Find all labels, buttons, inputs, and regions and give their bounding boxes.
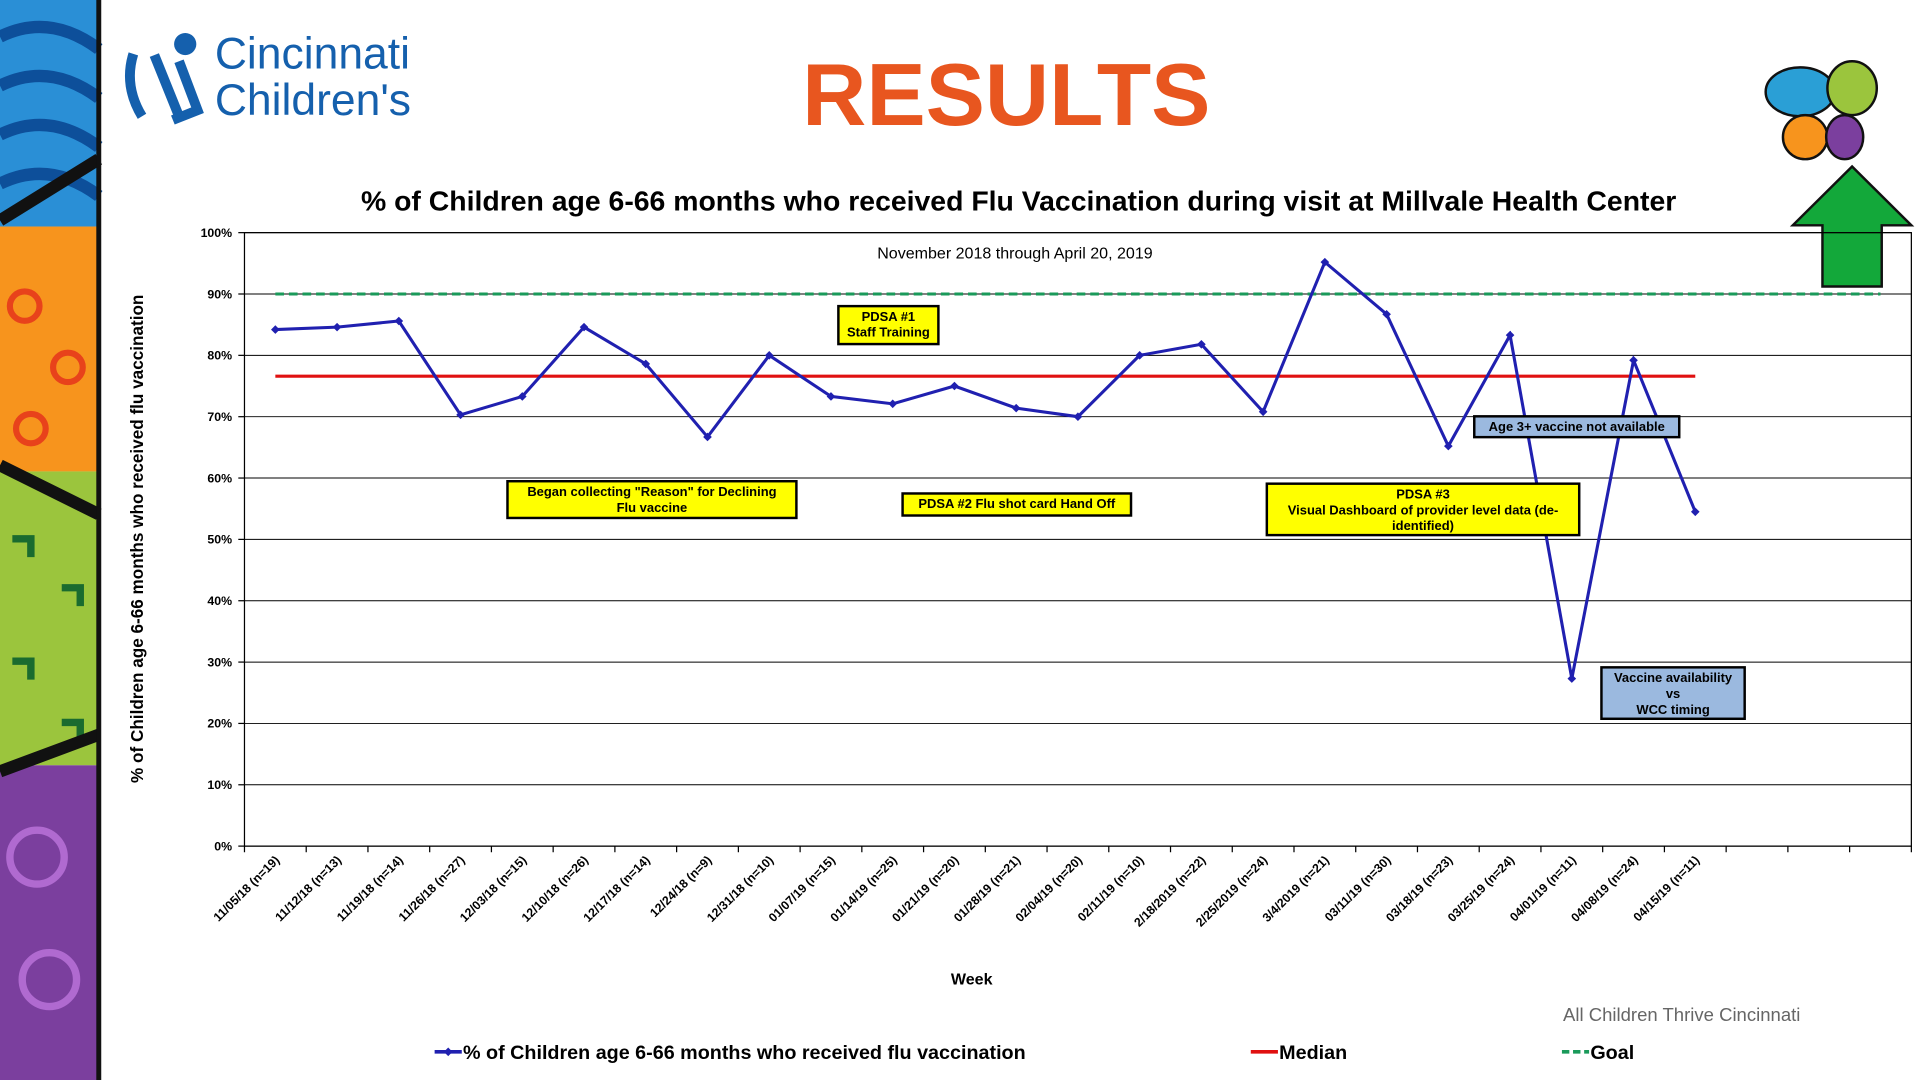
heading: RESULTS — [802, 45, 1210, 144]
data-point — [1505, 330, 1515, 340]
y-tick-label: 30% — [207, 655, 232, 669]
y-axis-label: % of Children age 6-66 months who receiv… — [127, 295, 147, 783]
annotation-text: vs — [1666, 686, 1680, 701]
annotation-text: identified) — [1392, 518, 1454, 533]
y-tick-label: 20% — [207, 717, 232, 731]
annotation-box — [1265, 482, 1581, 537]
logo-text: Cincinnati — [215, 30, 410, 79]
data-point — [764, 351, 774, 360]
annotation-text: Began collecting "Reason" for Declining — [527, 484, 776, 499]
footer: All Children Thrive Cincinnati — [1563, 1004, 1800, 1025]
annotation-box — [1473, 415, 1681, 439]
y-tick-label: 10% — [207, 778, 232, 792]
data-point — [1444, 441, 1453, 451]
plot-frame — [243, 232, 1912, 847]
chart-title: % of Children age 6-66 months who receiv… — [361, 185, 1676, 217]
data-point — [1258, 407, 1268, 417]
data-point — [1011, 403, 1021, 413]
up-arrow — [1789, 164, 1915, 288]
y-tick-label: 40% — [207, 594, 232, 608]
annotation-text: Flu vaccine — [617, 500, 688, 515]
logo-text: Children's — [215, 76, 411, 125]
annotation-text: WCC timing — [1636, 702, 1710, 717]
annotation-text: PDSA #2 Flu shot card Hand Off — [918, 496, 1116, 511]
y-tick-label: 60% — [207, 471, 232, 485]
data-point — [641, 359, 651, 369]
annotation-text: Vaccine availability — [1614, 670, 1733, 685]
y-tick-label: 100% — [201, 226, 233, 240]
annotation-box — [901, 492, 1133, 517]
legend-label: Goal — [1590, 1042, 1634, 1064]
y-tick-label: 50% — [207, 533, 232, 547]
annotation-text: PDSA #3 — [1396, 486, 1450, 501]
logo-icon — [124, 33, 204, 125]
data-point — [826, 392, 836, 401]
data-point — [1073, 412, 1083, 421]
x-axis-label: Week — [951, 972, 993, 989]
data-point — [332, 322, 342, 332]
annotation-text: PDSA #1 — [862, 309, 916, 324]
data-point — [456, 410, 465, 420]
side-decoration — [0, 0, 103, 1080]
data-point — [1629, 355, 1638, 365]
annotation-box — [506, 480, 798, 520]
y-tick-label: 0% — [214, 839, 232, 853]
data-point — [271, 325, 280, 334]
annotation-text: November 2018 through April 20, 2019 — [877, 245, 1153, 262]
data-point — [1567, 674, 1577, 683]
x-tick-label: 12/17/18 (n=14) — [581, 853, 653, 925]
x-tick-label: 12/24/18 (n=9) — [647, 853, 714, 920]
data-point — [950, 381, 959, 391]
data-point — [517, 392, 527, 401]
y-tick-label: 80% — [207, 349, 232, 363]
annotation-box — [1600, 666, 1746, 720]
data-point — [888, 399, 898, 409]
annotation-text: Age 3+ vaccine not available — [1489, 419, 1665, 434]
annotation-box — [837, 304, 940, 346]
data-point — [703, 432, 712, 442]
y-tick-label: 70% — [207, 410, 232, 424]
legend-marker — [443, 1047, 453, 1057]
x-tick-label: 04/15/19 (n=11) — [1631, 853, 1703, 924]
annotation-text: Visual Dashboard of provider level data … — [1288, 502, 1559, 517]
data-point — [1135, 351, 1144, 360]
data-point — [1382, 309, 1391, 319]
annotation-text: Staff Training — [847, 325, 930, 340]
legend-label: Median — [1279, 1042, 1347, 1064]
butterfly-icon — [1764, 60, 1879, 161]
y-tick-label: 90% — [207, 287, 232, 301]
series-line — [275, 259, 1697, 679]
data-point — [1197, 340, 1206, 349]
legend-label: % of Children age 6-66 months who receiv… — [463, 1042, 1026, 1064]
data-point — [1690, 507, 1700, 517]
